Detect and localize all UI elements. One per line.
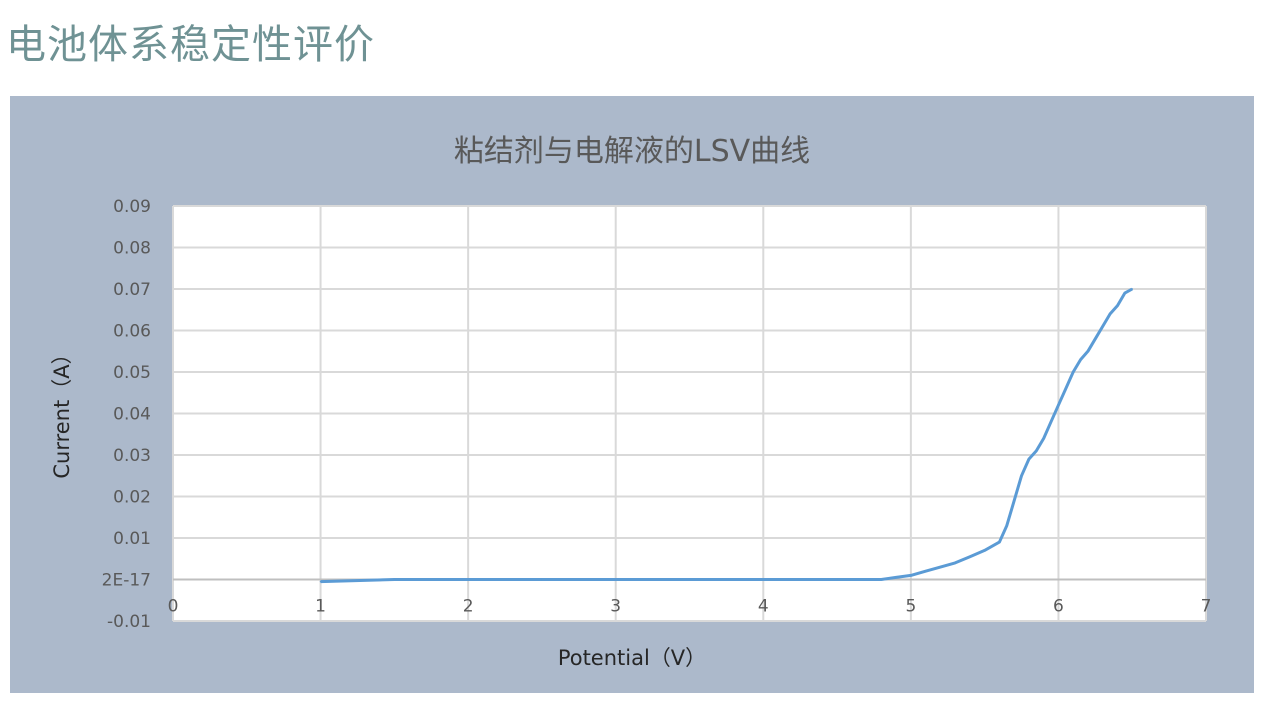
- data-point: [1050, 421, 1052, 423]
- page-title: 电池体系稳定性评价: [6, 22, 375, 68]
- data-point: [1020, 474, 1023, 477]
- y-tick-label: 0.02: [113, 488, 151, 508]
- data-point: [1035, 450, 1038, 452]
- data-point: [1005, 524, 1008, 527]
- data-point: [910, 574, 912, 577]
- data-point: [1101, 325, 1104, 328]
- x-tick-label: 7: [1201, 597, 1212, 617]
- lsv-chart: 0 1 2 3 4 5 6 7 -0.01 2E-17 0.01 0.02 0.03 0.04 0.05 0.…: [102, 197, 1212, 632]
- data-point: [1094, 338, 1097, 340]
- data-point: [1109, 313, 1111, 315]
- data-point: [688, 578, 691, 581]
- y-tick-label: 0.06: [113, 322, 151, 342]
- data-point: [954, 562, 956, 564]
- data-point: [1042, 437, 1045, 440]
- y-axis-title: Current（A）: [50, 343, 74, 479]
- y-tick-label: 0.08: [113, 239, 151, 259]
- data-point: [614, 578, 617, 581]
- x-tick-label: 0: [168, 597, 179, 617]
- x-tick-label: 5: [905, 597, 916, 617]
- y-tick-label: 0.05: [113, 363, 151, 383]
- data-point: [880, 578, 883, 581]
- data-point: [541, 578, 543, 581]
- data-point: [1057, 404, 1060, 407]
- y-tick-label: 0.03: [113, 446, 151, 466]
- data-point: [939, 566, 942, 568]
- data-point: [393, 578, 396, 581]
- data-point: [1065, 387, 1067, 390]
- data-point: [1079, 358, 1082, 361]
- data-point: [969, 555, 971, 558]
- chart-title: 粘结剂与电解液的LSV曲线: [453, 134, 811, 169]
- y-tick-label: 0.01: [113, 529, 151, 549]
- y-tick-label: 0.09: [113, 197, 151, 217]
- data-point: [1072, 371, 1074, 373]
- x-tick-label: 2: [463, 597, 474, 617]
- data-point: [762, 578, 765, 581]
- data-point: [924, 570, 927, 572]
- data-point: [895, 576, 897, 579]
- data-point: [1131, 288, 1134, 290]
- data-point: [1013, 499, 1015, 502]
- chart-ticks: 0 1 2 3 4 5 6 7 -0.01 2E-17 0.01 0.02 0.03 0.04 0.05 0.…: [102, 197, 1212, 632]
- data-point: [1116, 304, 1119, 307]
- y-tick-label: 2E-17: [102, 571, 151, 591]
- x-tick-label: 1: [315, 597, 326, 617]
- y-tick-label: 0.04: [113, 405, 151, 425]
- data-point: [983, 549, 986, 552]
- chart-grid: [172, 205, 1207, 622]
- data-point: [836, 578, 838, 581]
- x-tick-label: 3: [610, 597, 621, 617]
- data-point: [1087, 350, 1089, 353]
- x-axis-title: Potential（V）: [557, 646, 707, 670]
- chart-panel: 0 1 2 3 4 5 6 7 -0.01 2E-17 0.01 0.02 0.03 0.04 0.05 0.…: [10, 96, 1254, 693]
- x-tick-label: 6: [1053, 597, 1064, 617]
- data-point: [467, 578, 469, 581]
- y-tick-label: 0.07: [113, 280, 151, 300]
- data-point: [319, 580, 322, 583]
- data-point: [998, 541, 1001, 543]
- x-tick-label: 4: [758, 597, 769, 617]
- data-point: [1028, 458, 1030, 460]
- y-tick-label: -0.01: [107, 612, 151, 632]
- data-point: [1124, 292, 1126, 294]
- chart-series: [319, 287, 1134, 584]
